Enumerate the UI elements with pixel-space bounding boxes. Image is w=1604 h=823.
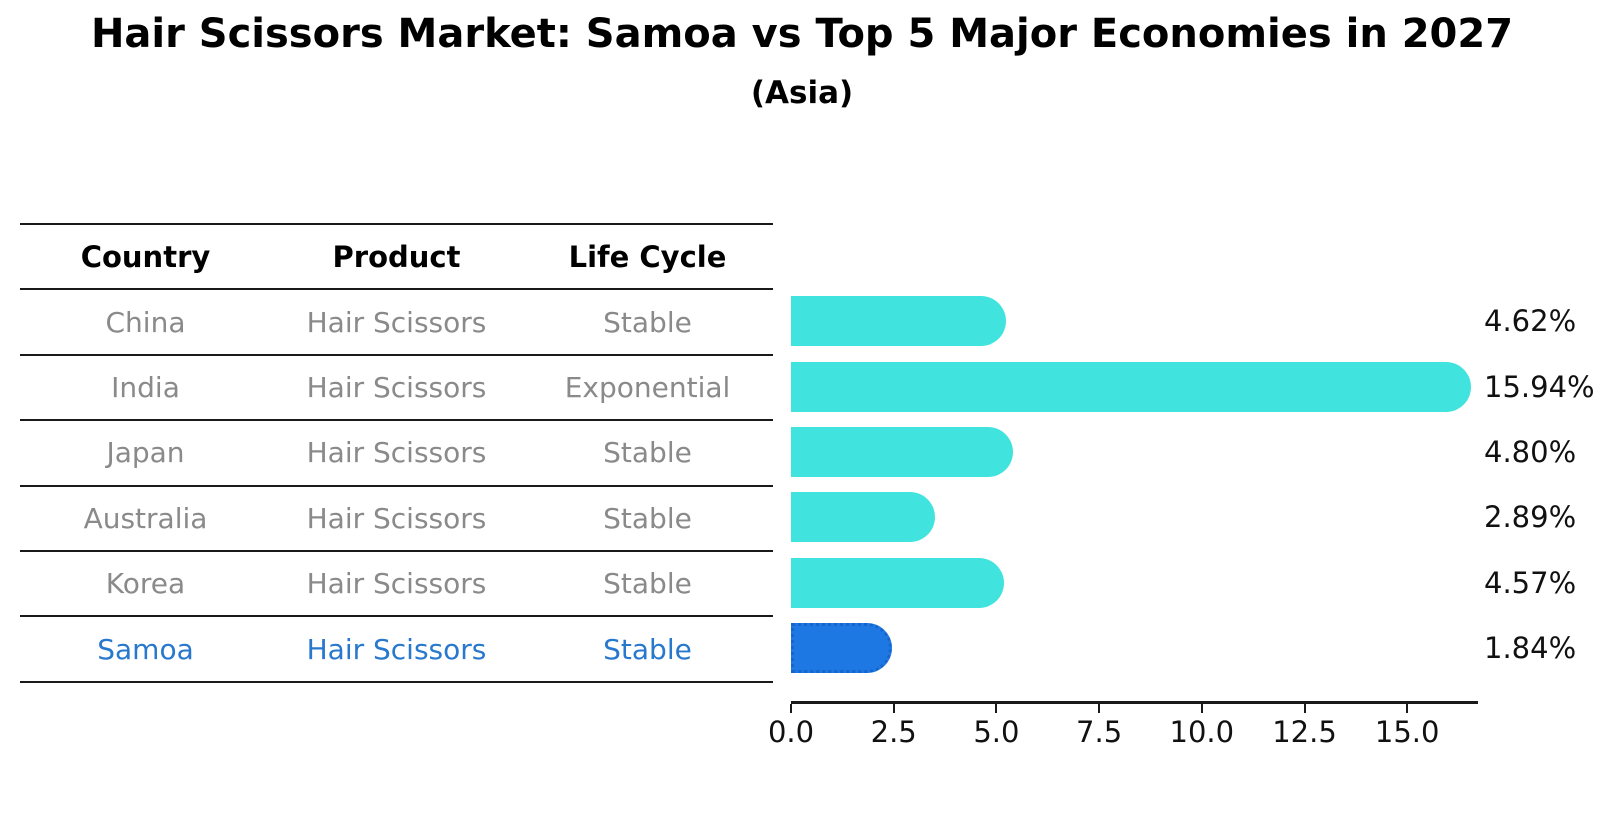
bar-australia bbox=[791, 492, 935, 543]
bar-chart: 4.62% 15.94% 4.80% 2.89% 4.57% 1.84% 0.0 2.5 5.… bbox=[768, 223, 1604, 783]
table-row: China Hair Scissors Stable bbox=[20, 290, 773, 356]
table-cell-life-cycle: Stable bbox=[603, 436, 692, 470]
table-cell-country: Japan bbox=[106, 436, 185, 470]
table-cell-country: China bbox=[105, 305, 186, 339]
x-axis-tick-label: 0.0 bbox=[767, 715, 815, 749]
table-cell-product: Hair Scissors bbox=[306, 632, 487, 666]
table-cell-country: Australia bbox=[83, 501, 208, 535]
chart-title: Hair Scissors Market: Samoa vs Top 5 Maj… bbox=[90, 11, 1514, 57]
x-axis-tick-label: 10.0 bbox=[1169, 715, 1235, 749]
x-axis-tick-label: 15.0 bbox=[1374, 715, 1440, 749]
x-axis-tick-label: 2.5 bbox=[870, 715, 917, 749]
x-axis-tick bbox=[892, 704, 895, 713]
table-row: Australia Hair Scissors Stable bbox=[20, 487, 773, 552]
country-table: Country Product Life Cycle China Hair Sci… bbox=[20, 223, 773, 683]
bar-china bbox=[791, 296, 1006, 347]
x-axis-tick bbox=[1200, 704, 1203, 713]
table-cell-life-cycle: Stable bbox=[603, 501, 692, 535]
table-row: Japan Hair Scissors Stable bbox=[20, 421, 773, 487]
bar-value-label: 4.80% bbox=[1484, 434, 1577, 469]
table-row: Samoa Hair Scissors Stable bbox=[20, 617, 773, 683]
x-axis-tick-label: 7.5 bbox=[1076, 715, 1123, 749]
bar-value-label: 1.84% bbox=[1484, 631, 1577, 666]
table-header-row: Country Product Life Cycle bbox=[20, 225, 773, 291]
x-axis-tick-label: 5.0 bbox=[973, 715, 1020, 749]
bar-japan bbox=[791, 426, 1014, 477]
x-axis-tick-label: 12.5 bbox=[1272, 715, 1337, 749]
table-cell-life-cycle: Exponential bbox=[564, 370, 731, 404]
table-cell-product: Hair Scissors bbox=[306, 501, 487, 535]
x-axis-tick bbox=[790, 704, 792, 713]
x-axis-tick bbox=[1406, 704, 1409, 713]
table-cell-product: Hair Scissors bbox=[306, 370, 487, 404]
x-axis-tick bbox=[995, 704, 998, 713]
bar-value-label: 2.89% bbox=[1484, 500, 1577, 535]
table-cell-life-cycle: Stable bbox=[603, 305, 692, 339]
table-cell-product: Hair Scissors bbox=[306, 436, 487, 470]
bar-value-label: 4.57% bbox=[1484, 565, 1577, 600]
table-cell-country: Korea bbox=[105, 567, 186, 601]
col-header-life-cycle: Life Cycle bbox=[568, 239, 727, 274]
table-cell-product: Hair Scissors bbox=[306, 567, 487, 601]
table-cell-country: India bbox=[111, 370, 180, 404]
col-header-country: Country bbox=[80, 239, 211, 274]
bar-value-label: 4.62% bbox=[1484, 304, 1577, 339]
bar-value-label: 15.94% bbox=[1484, 369, 1595, 404]
x-axis-tick bbox=[1098, 704, 1101, 713]
bar-samoa bbox=[791, 623, 892, 674]
col-header-product: Product bbox=[332, 239, 461, 274]
x-axis-line bbox=[791, 701, 1478, 704]
bar-india bbox=[791, 361, 1471, 412]
table-cell-product: Hair Scissors bbox=[306, 305, 487, 339]
table-cell-country: Samoa bbox=[97, 632, 194, 666]
table-cell-life-cycle: Stable bbox=[603, 567, 692, 601]
x-axis-tick bbox=[1303, 704, 1306, 713]
bar-korea bbox=[791, 557, 1004, 608]
chart-subtitle: (Asia) bbox=[750, 75, 854, 111]
table-row: Korea Hair Scissors Stable bbox=[20, 552, 773, 618]
table-row: India Hair Scissors Exponential bbox=[20, 356, 773, 422]
table-cell-life-cycle: Stable bbox=[603, 632, 692, 666]
